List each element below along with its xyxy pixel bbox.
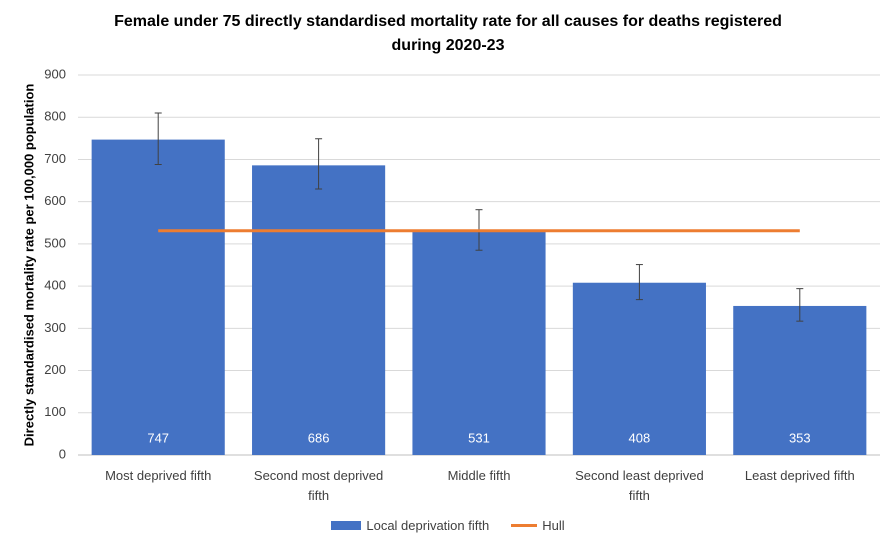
y-tick-label: 200 [44,362,66,377]
data-label: 747 [147,430,169,445]
data-label: 531 [468,430,490,445]
error-bar [635,264,643,301]
y-tick-label: 600 [44,193,66,208]
legend-label: Hull [542,518,565,533]
legend: Local deprivation fifth Hull [0,518,896,533]
bar [572,282,706,455]
y-tick-label: 800 [44,109,66,124]
error-bar [796,288,804,322]
y-tick-label: 100 [44,404,66,419]
y-tick-label: 300 [44,320,66,335]
error-bar [315,138,323,190]
bar [412,230,546,455]
y-tick-label: 0 [59,446,66,461]
error-bar [154,112,162,166]
y-tick-label: 700 [44,151,66,166]
x-tick-label: Middle fifth [447,468,511,483]
data-label: 353 [789,430,811,445]
x-tick-label: Least deprived fifth [744,468,855,483]
y-tick-label: 500 [44,235,66,250]
y-tick-label: 400 [44,278,66,293]
y-axis-label: Directly standardised mortality rate per… [21,84,36,447]
legend-item: Hull [511,518,565,533]
bar [252,165,386,455]
x-tick-label: Second least deprived fifth [575,468,704,503]
legend-item: Local deprivation fifth [331,518,489,533]
bar [91,139,225,455]
chart-title: Female under 75 directly standardised mo… [114,13,782,54]
legend-swatch [331,521,362,530]
data-label: 686 [308,430,330,445]
x-tick-label: Second most deprived fifth [253,468,384,503]
y-tick-label: 900 [44,66,66,81]
bar [733,305,867,455]
legend-label: Local deprivation fifth [366,518,490,533]
x-tick-label: Most deprived fifth [105,468,212,483]
data-label: 408 [629,430,651,445]
legend-swatch [511,524,538,527]
